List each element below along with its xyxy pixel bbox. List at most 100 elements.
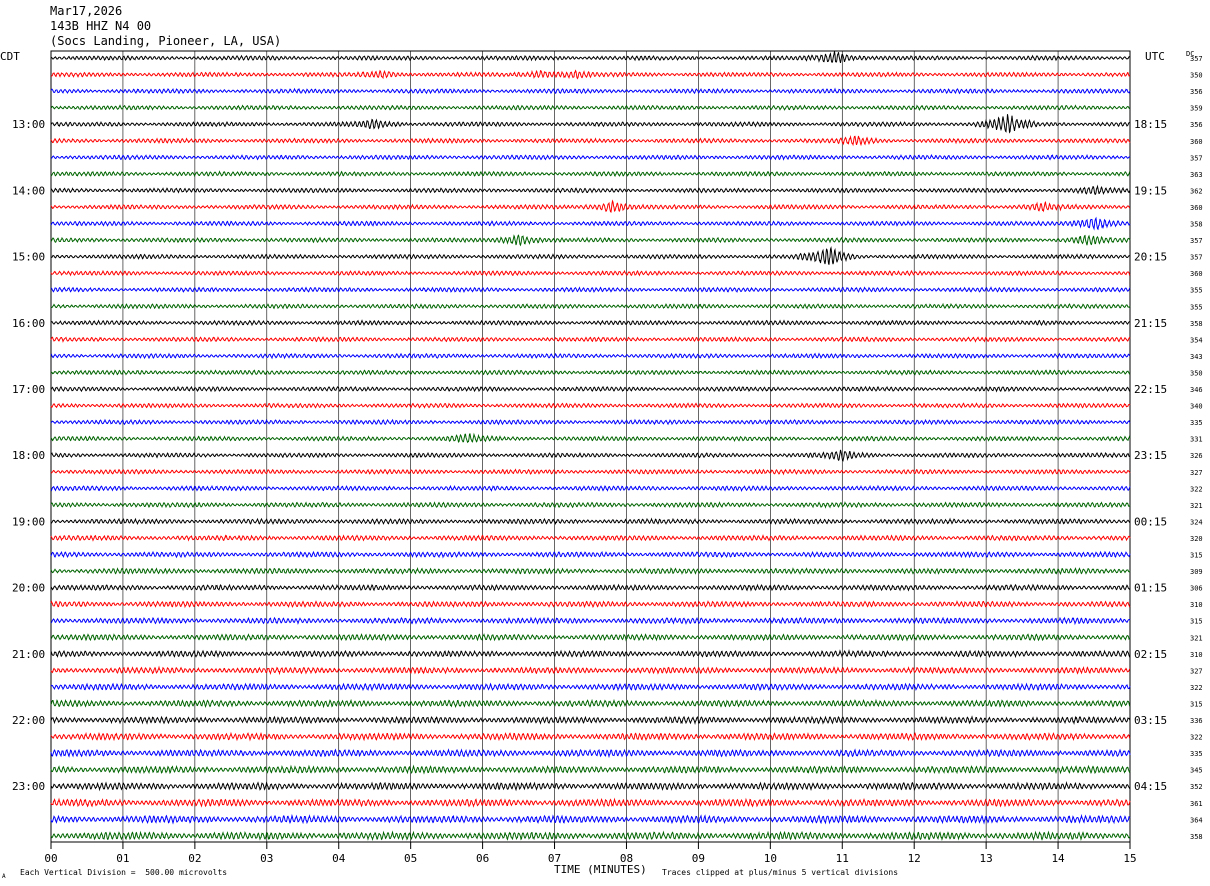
dc-offset-value: 336	[1190, 717, 1203, 725]
dc-offset-value: 354	[1190, 336, 1203, 344]
trace-line	[50, 336, 1131, 343]
trace-line	[50, 216, 1131, 231]
utc-hour-label: 21:15	[1134, 317, 1167, 330]
dc-offset-value: 321	[1190, 502, 1203, 510]
trace-line	[50, 286, 1131, 293]
dc-offset-value: 358	[1190, 221, 1203, 229]
trace-line	[50, 534, 1131, 542]
dc-offset-value: 335	[1190, 419, 1203, 427]
dc-offset-value: 363	[1190, 171, 1203, 179]
trace-line	[50, 319, 1130, 327]
trace-line	[50, 748, 1131, 759]
trace-line	[50, 583, 1131, 592]
dc-offset-value: 352	[1190, 783, 1203, 791]
left-timezone-label: CDT	[0, 50, 20, 63]
trace-line	[50, 830, 1131, 842]
dc-offset-value: 359	[1190, 105, 1203, 113]
x-axis: 00 01 02 03 04 05 06 07 08 09 10 11 12 13 14 15	[44, 842, 1137, 865]
dc-offset-value: 362	[1190, 187, 1203, 195]
trace-line	[50, 302, 1131, 310]
utc-hour-label: 02:15	[1134, 648, 1167, 661]
x-tick-label: 06	[476, 852, 489, 865]
dc-offset-value: 327	[1190, 469, 1203, 477]
trace-line	[50, 616, 1131, 626]
trace-line	[50, 566, 1131, 576]
dc-offset-value: 340	[1190, 403, 1203, 411]
dc-offset-value: 357	[1190, 154, 1203, 162]
utc-hour-label: 01:15	[1134, 582, 1167, 595]
dc-column-header: DC	[1186, 50, 1194, 58]
x-tick-label: 04	[332, 852, 346, 865]
trace-line	[50, 649, 1131, 659]
dc-offset-value: 315	[1190, 552, 1203, 560]
trace-line	[50, 170, 1131, 178]
dc-offset-value: 361	[1190, 800, 1203, 808]
trace-line	[50, 234, 1131, 247]
corner-mark: A	[2, 873, 6, 880]
dc-offset-value: 315	[1190, 700, 1203, 708]
trace-line	[50, 484, 1131, 492]
x-tick-label: 07	[548, 852, 561, 865]
trace-line	[50, 501, 1131, 509]
trace-line	[50, 731, 1131, 742]
trace-line	[50, 797, 1131, 808]
trace-line	[50, 715, 1131, 725]
dc-offset-value: 357	[1190, 55, 1203, 63]
cdt-hour-label: 23:00	[12, 780, 45, 793]
trace-line	[50, 780, 1131, 792]
x-tick-label: 14	[1051, 852, 1065, 865]
x-tick-label: 03	[260, 852, 273, 865]
trace-line	[50, 104, 1131, 111]
cdt-hour-label: 20:00	[12, 582, 45, 595]
dc-offset-value: 350	[1190, 72, 1203, 80]
trace-line	[50, 682, 1131, 692]
dc-offset-value: 355	[1190, 287, 1203, 295]
utc-hour-label: 03:15	[1134, 714, 1167, 727]
dc-offset-value: 360	[1190, 204, 1203, 212]
dc-offset-value: 346	[1190, 386, 1203, 394]
dc-offset-value: 309	[1190, 568, 1203, 576]
trace-line	[50, 369, 1131, 376]
dc-offset-value: 360	[1190, 138, 1203, 146]
trace-line	[50, 269, 1131, 277]
trace-line	[50, 135, 1131, 147]
trace-line	[50, 246, 1131, 265]
trace-line	[50, 600, 1131, 609]
utc-hour-label: 22:15	[1134, 383, 1167, 396]
minute-grid	[122, 51, 1059, 842]
cdt-hour-label: 14:00	[12, 184, 45, 197]
x-tick-label: 08	[620, 852, 633, 865]
dc-offset-value: 357	[1190, 254, 1203, 262]
cdt-hour-label: 16:00	[12, 317, 45, 330]
trace-line	[50, 665, 1131, 676]
trace-line	[50, 550, 1131, 559]
trace-line	[50, 51, 1131, 64]
utc-hour-label: 20:15	[1134, 251, 1167, 264]
cdt-hour-label: 17:00	[12, 383, 45, 396]
trace-line	[50, 698, 1131, 709]
cdt-hour-label: 15:00	[12, 251, 45, 264]
x-tick-label: 01	[116, 852, 129, 865]
x-tick-label: 00	[44, 852, 57, 865]
trace-line	[50, 114, 1131, 134]
utc-hour-labels: 18:15 19:15 20:15 21:15 22:15 23:15 00:15 01:15…	[1134, 118, 1167, 793]
plot-frame	[50, 50, 1131, 843]
trace-line	[51, 153, 1131, 161]
station-code: 143B HHZ N4 00	[50, 19, 152, 33]
dc-offset-value: 324	[1190, 518, 1203, 526]
utc-hour-label: 23:15	[1134, 449, 1167, 462]
trace-line	[50, 352, 1131, 360]
trace-line	[50, 432, 1131, 444]
trace-line	[50, 385, 1131, 393]
dc-offset-value: 360	[1190, 270, 1203, 278]
traces	[50, 51, 1131, 842]
x-tick-label: 15	[1123, 852, 1136, 865]
dc-offset-value: 356	[1190, 121, 1203, 129]
dc-offset-value: 350	[1190, 369, 1203, 377]
cdt-hour-label: 21:00	[12, 648, 45, 661]
cdt-hour-label: 13:00	[12, 118, 45, 131]
dc-offset-value: 310	[1190, 601, 1203, 609]
trace-line	[50, 69, 1131, 80]
dc-offset-value: 356	[1190, 88, 1203, 96]
trace-line	[50, 184, 1131, 196]
